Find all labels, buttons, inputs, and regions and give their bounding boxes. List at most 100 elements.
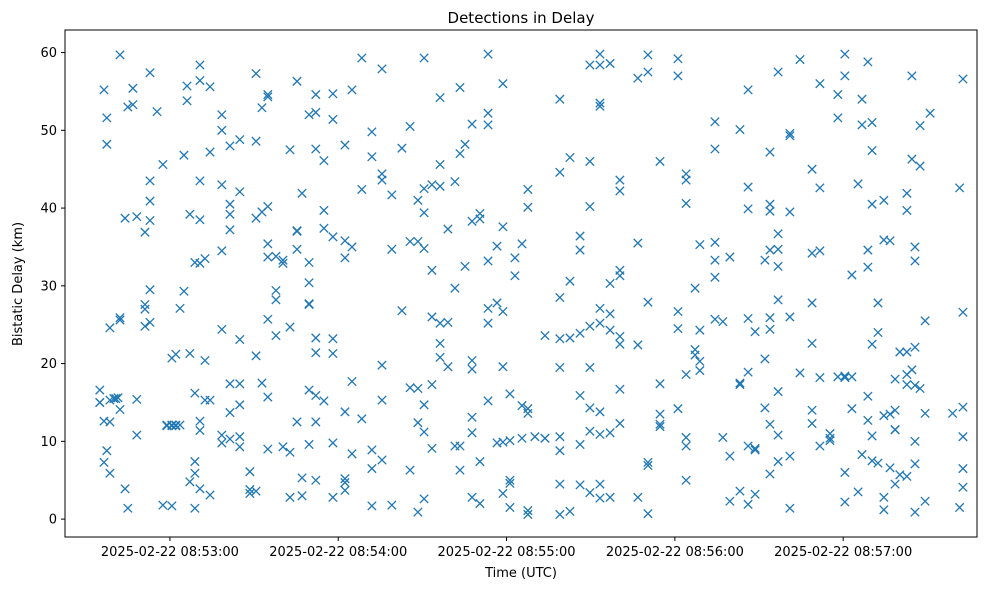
data-point-marker xyxy=(311,333,321,343)
data-point-marker xyxy=(195,416,205,426)
data-point-marker xyxy=(175,420,185,430)
data-point-marker xyxy=(585,201,595,212)
data-point-marker xyxy=(958,307,968,317)
data-point-marker xyxy=(367,152,377,162)
data-point-marker xyxy=(195,425,205,436)
data-point-marker xyxy=(540,433,550,443)
data-point-marker xyxy=(235,400,245,410)
data-point-marker xyxy=(681,441,691,451)
data-point-marker xyxy=(615,418,625,429)
data-point-marker xyxy=(615,186,625,196)
data-point-marker xyxy=(195,176,205,186)
data-point-marker xyxy=(367,445,377,455)
data-point-marker xyxy=(492,241,502,251)
data-point-marker xyxy=(575,480,585,490)
data-point-marker xyxy=(773,295,783,305)
data-point-marker xyxy=(840,71,850,81)
data-point-marker xyxy=(673,404,683,414)
data-point-marker xyxy=(132,394,142,405)
data-point-marker xyxy=(833,113,843,123)
data-point-marker xyxy=(140,299,150,310)
data-point-marker xyxy=(505,502,515,513)
data-point-marker xyxy=(725,496,735,506)
data-point-marker xyxy=(304,278,314,288)
data-point-marker xyxy=(690,283,700,293)
data-point-marker xyxy=(954,183,965,193)
data-point-marker xyxy=(890,425,900,435)
data-point-marker xyxy=(595,101,605,111)
data-point-marker xyxy=(285,492,295,503)
data-point-marker xyxy=(743,367,753,377)
data-point-marker xyxy=(311,107,321,118)
data-point-marker xyxy=(311,390,321,401)
data-point-marker xyxy=(673,323,683,334)
data-point-marker xyxy=(863,245,873,255)
data-point-marker xyxy=(217,430,227,440)
data-point-marker xyxy=(132,211,142,222)
data-point-marker xyxy=(195,484,205,494)
data-point-marker xyxy=(681,198,691,209)
data-point-marker xyxy=(695,239,705,250)
data-point-marker xyxy=(217,324,227,335)
data-point-marker xyxy=(910,459,920,469)
y-tick-label: 30 xyxy=(40,279,57,294)
data-point-marker xyxy=(867,145,877,156)
data-point-marker xyxy=(115,315,125,325)
data-point-marker xyxy=(413,418,423,428)
data-point-marker xyxy=(123,102,133,112)
data-point-marker xyxy=(907,365,917,375)
data-point-marker xyxy=(200,253,210,264)
data-point-marker xyxy=(655,379,665,389)
data-point-marker xyxy=(910,380,920,391)
data-point-marker xyxy=(958,402,968,412)
data-point-marker xyxy=(115,404,125,415)
data-point-marker xyxy=(765,469,775,479)
data-point-marker xyxy=(785,128,795,139)
data-point-marker xyxy=(555,479,565,489)
data-point-marker xyxy=(99,85,109,95)
data-point-marker xyxy=(585,362,595,373)
data-point-marker xyxy=(815,372,825,383)
data-point-marker xyxy=(710,144,720,154)
data-point-marker xyxy=(773,430,783,440)
x-axis: 2025-02-22 08:53:00 2025-02-22 08:54:00 20… xyxy=(101,537,912,560)
data-point-marker xyxy=(140,321,150,331)
data-point-marker xyxy=(340,474,350,484)
data-point-marker xyxy=(235,442,245,452)
data-point-marker xyxy=(505,435,515,446)
data-point-marker xyxy=(595,318,605,328)
data-point-marker xyxy=(585,60,595,70)
data-point-marker xyxy=(902,347,912,357)
data-point-marker xyxy=(235,379,245,389)
data-point-marker xyxy=(615,384,625,394)
data-point-marker xyxy=(643,67,653,77)
data-point-marker xyxy=(347,449,357,459)
data-point-marker xyxy=(840,497,850,507)
data-point-marker xyxy=(555,292,565,303)
data-point-marker xyxy=(304,110,314,120)
data-point-marker xyxy=(760,255,770,265)
data-point-marker xyxy=(435,318,445,328)
data-point-marker xyxy=(695,365,705,376)
data-point-marker xyxy=(523,404,533,414)
data-point-marker xyxy=(195,215,205,225)
data-point-marker xyxy=(182,81,192,91)
data-point-marker xyxy=(867,456,877,466)
data-point-marker xyxy=(920,408,930,419)
data-point-marker xyxy=(773,67,783,77)
data-point-marker xyxy=(867,117,877,128)
data-point-marker xyxy=(257,378,267,388)
data-point-marker xyxy=(190,388,200,398)
data-point-marker xyxy=(530,432,540,442)
data-point-marker xyxy=(863,57,873,67)
data-point-marker xyxy=(190,456,200,467)
data-point-marker xyxy=(902,471,912,482)
data-point-marker xyxy=(718,316,728,327)
data-point-marker xyxy=(427,180,437,190)
data-point-marker xyxy=(387,190,397,200)
data-point-marker xyxy=(145,176,155,186)
data-point-marker xyxy=(575,390,585,401)
data-point-marker xyxy=(595,49,605,59)
data-point-marker xyxy=(167,501,177,511)
